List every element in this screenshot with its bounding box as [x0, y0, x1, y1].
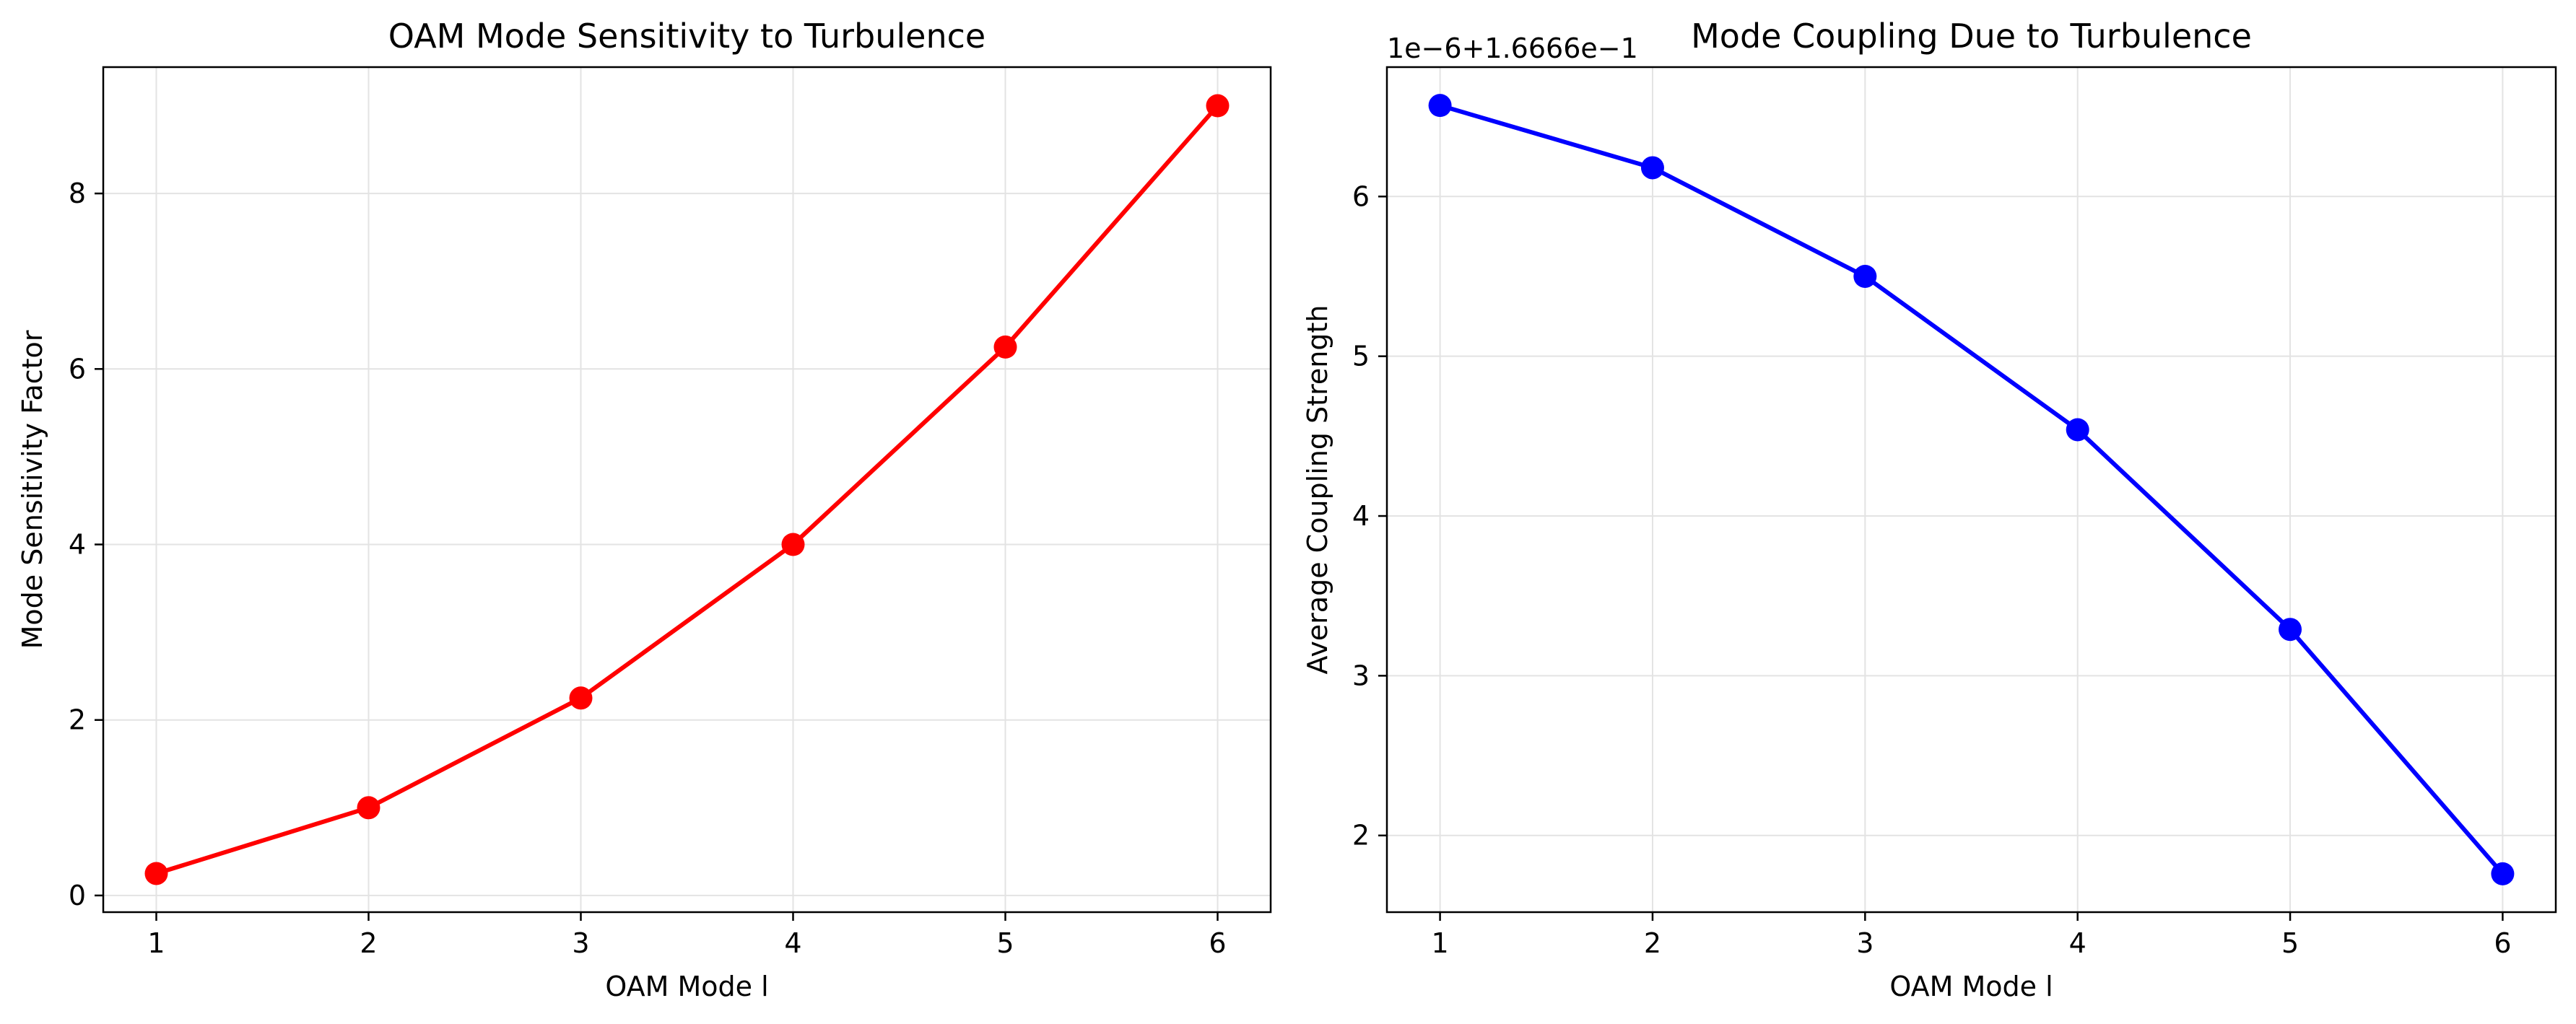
- chart-title: OAM Mode Sensitivity to Turbulence: [388, 17, 985, 56]
- data-point: [1428, 94, 1452, 118]
- plot-frame: [1385, 66, 2557, 914]
- right-panel-chart: 1 2 3 4 5 6 2 3 4 5 6 Mode Coupling Due to Turbulen…: [1302, 17, 2557, 1002]
- x-tick-label: 3: [572, 927, 589, 959]
- y-tick-label: 6: [69, 353, 86, 385]
- y-tick-label: 4: [1352, 500, 1370, 532]
- data-point: [569, 686, 593, 710]
- data-point: [2279, 618, 2302, 642]
- x-tick-label: 2: [1644, 927, 1661, 959]
- data-point: [1206, 94, 1230, 118]
- x-tick-label: 2: [360, 927, 377, 959]
- data-point: [993, 335, 1017, 359]
- x-tick-label: 4: [2069, 927, 2087, 959]
- data-point: [2491, 862, 2515, 885]
- data-point: [144, 862, 168, 885]
- y-tick-label: 3: [1352, 660, 1370, 691]
- x-tick-label: 4: [784, 927, 801, 959]
- y-tick-label: 2: [69, 704, 86, 736]
- x-tick-label: 3: [1856, 927, 1874, 959]
- x-tick-label: 5: [996, 927, 1014, 959]
- y-tick-label: 0: [69, 880, 86, 911]
- y-axis-label: Average Coupling Strength: [1302, 305, 1333, 675]
- data-point: [2066, 418, 2089, 442]
- y-tick-label: 8: [69, 178, 86, 209]
- y-tick-label: 6: [1352, 180, 1370, 212]
- data-point: [1640, 156, 1664, 180]
- series-line: [154, 103, 1220, 876]
- y-axis-label: Mode Sensitivity Factor: [17, 330, 48, 649]
- x-tick-label: 6: [1209, 927, 1226, 959]
- data-point: [1853, 264, 1877, 288]
- x-axis-label: OAM Mode l: [1889, 971, 2053, 1002]
- chart-title: Mode Coupling Due to Turbulence: [1691, 17, 2252, 56]
- axis-offset-text: 1e−6+1.6666e−1: [1387, 32, 1638, 64]
- y-tick-label: 5: [1352, 341, 1370, 372]
- x-axis-label: OAM Mode l: [605, 971, 768, 1002]
- series-line: [1437, 103, 2505, 876]
- data-point: [781, 533, 805, 556]
- y-tick-label: 4: [69, 528, 86, 560]
- plot-frame: [102, 66, 1272, 914]
- x-tick-label: 1: [1431, 927, 1448, 959]
- x-tick-label: 5: [2281, 927, 2299, 959]
- data-point: [357, 796, 380, 820]
- x-tick-label: 1: [147, 927, 165, 959]
- left-panel-chart: 1 2 3 4 5 6 0 2 4 6 8 OAM Mode Sensitivity to Turbu…: [17, 17, 1272, 1002]
- x-tick-label: 6: [2494, 927, 2511, 959]
- y-tick-label: 2: [1352, 820, 1370, 852]
